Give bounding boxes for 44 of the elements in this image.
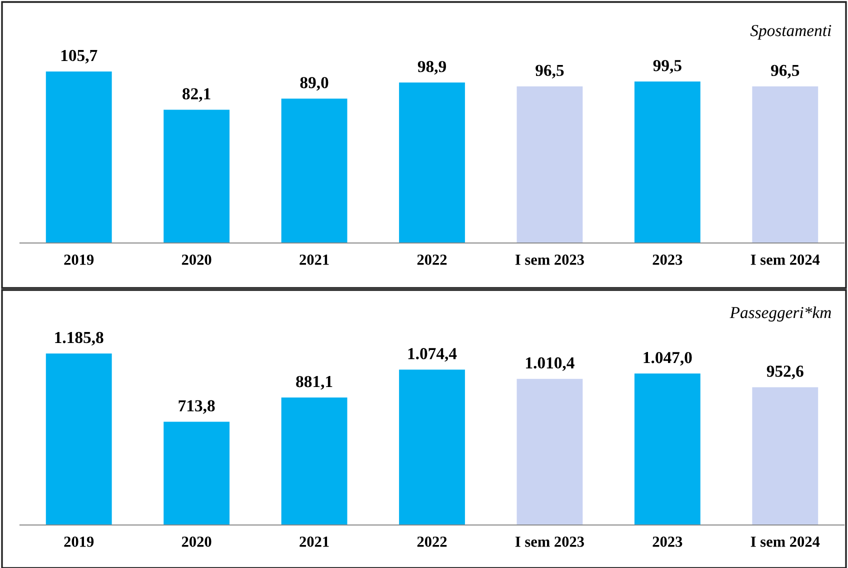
data-label: 1.074,4 xyxy=(408,348,457,362)
bar xyxy=(399,82,465,243)
bar xyxy=(634,374,700,525)
bar xyxy=(46,71,112,243)
x-tick-label: 2022 xyxy=(417,254,447,265)
x-tick-label: 2020 xyxy=(182,536,212,547)
data-label: 1.185,8 xyxy=(55,332,104,346)
bar xyxy=(399,370,465,525)
chart-title: Passeggeri*km xyxy=(730,306,831,322)
data-label: 89,0 xyxy=(300,76,328,91)
chart-title: Spostamenti xyxy=(750,24,832,40)
data-label: 952,6 xyxy=(766,366,804,380)
x-tick-label: 2019 xyxy=(64,254,94,265)
data-label: 96,5 xyxy=(771,64,800,78)
bar xyxy=(164,422,230,525)
data-label: 96,5 xyxy=(536,64,564,78)
bar xyxy=(281,98,348,243)
x-tick-label: 2021 xyxy=(300,536,329,547)
x-tick-label: I sem 2023 xyxy=(515,254,584,265)
x-tick-label: I sem 2024 xyxy=(750,536,820,547)
x-tick-label: 2023 xyxy=(652,254,682,265)
x-tick-label: 2019 xyxy=(64,536,94,547)
x-tick-label: I sem 2024 xyxy=(750,254,820,265)
x-tick-label: 2021 xyxy=(300,254,329,265)
data-label: 98,9 xyxy=(418,60,446,75)
data-label: 713,8 xyxy=(178,400,215,414)
bar xyxy=(634,82,700,243)
data-label: 881,1 xyxy=(296,376,332,390)
data-label: 99,5 xyxy=(653,60,682,74)
bar xyxy=(281,398,348,525)
data-label: 82,1 xyxy=(182,88,210,102)
bar xyxy=(752,86,818,243)
x-tick-label: 2023 xyxy=(652,536,682,547)
data-label: 1.010,4 xyxy=(526,357,574,371)
bar xyxy=(164,110,230,243)
bar xyxy=(46,353,112,525)
data-label: 1.047,0 xyxy=(644,352,692,366)
data-label: 105,7 xyxy=(61,50,98,64)
bar xyxy=(516,378,583,525)
x-tick-label: I sem 2023 xyxy=(515,536,584,547)
bar xyxy=(516,86,583,243)
x-tick-label: 2022 xyxy=(417,536,447,547)
bar xyxy=(752,387,818,525)
x-tick-label: 2020 xyxy=(182,254,212,265)
